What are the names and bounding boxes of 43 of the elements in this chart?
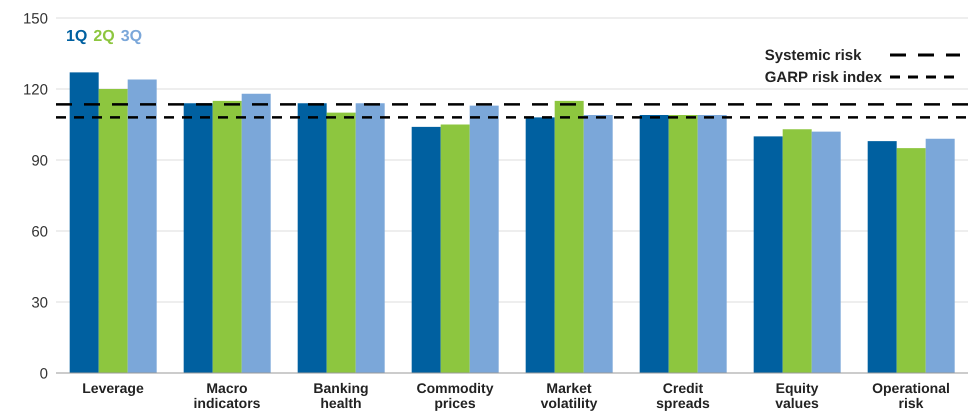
y-tick-label: 150 <box>22 10 48 28</box>
bar <box>526 117 555 373</box>
bar <box>298 103 327 373</box>
bar <box>754 136 783 373</box>
bar <box>896 148 926 373</box>
text: 3Q <box>120 28 142 46</box>
x-tick-label: Banking health <box>313 380 369 411</box>
y-tick-label: 60 <box>31 223 48 240</box>
x-tick-label: Credit spreads <box>656 380 710 411</box>
bar <box>868 141 897 373</box>
y-tick-label: 30 <box>31 294 48 312</box>
bar <box>470 106 499 373</box>
y-tick-label: 120 <box>22 81 48 98</box>
bar <box>98 89 128 373</box>
y-tick-label: 0 <box>40 365 48 382</box>
bar <box>554 100 584 373</box>
bar <box>640 115 669 373</box>
x-tick-label: Commodity prices <box>416 380 494 411</box>
bar <box>782 129 812 373</box>
x-tick-label: Leverage <box>82 380 144 396</box>
x-tick-label: Operational risk <box>872 380 950 411</box>
bar <box>412 126 441 373</box>
text: 2Q <box>93 28 115 46</box>
bar <box>128 80 157 373</box>
legend-label: Systemic risk <box>764 46 862 64</box>
bar <box>440 124 470 373</box>
bar <box>70 72 99 373</box>
legend-label: GARP risk index <box>764 68 882 86</box>
bar <box>668 115 698 373</box>
bar <box>812 132 841 373</box>
series-label: 1Q <box>66 28 88 46</box>
bar <box>584 115 613 373</box>
y-tick-label: 90 <box>31 152 48 170</box>
bar <box>184 103 213 373</box>
x-tick-label: Equity values <box>775 380 820 411</box>
bar <box>212 100 242 373</box>
x-tick-label: Macro indicators <box>194 380 261 411</box>
bar <box>242 94 271 373</box>
bar <box>926 138 955 373</box>
bar <box>356 103 385 373</box>
bar <box>698 115 727 373</box>
x-tick-label: Market volatility <box>540 380 598 411</box>
bar <box>326 112 356 373</box>
